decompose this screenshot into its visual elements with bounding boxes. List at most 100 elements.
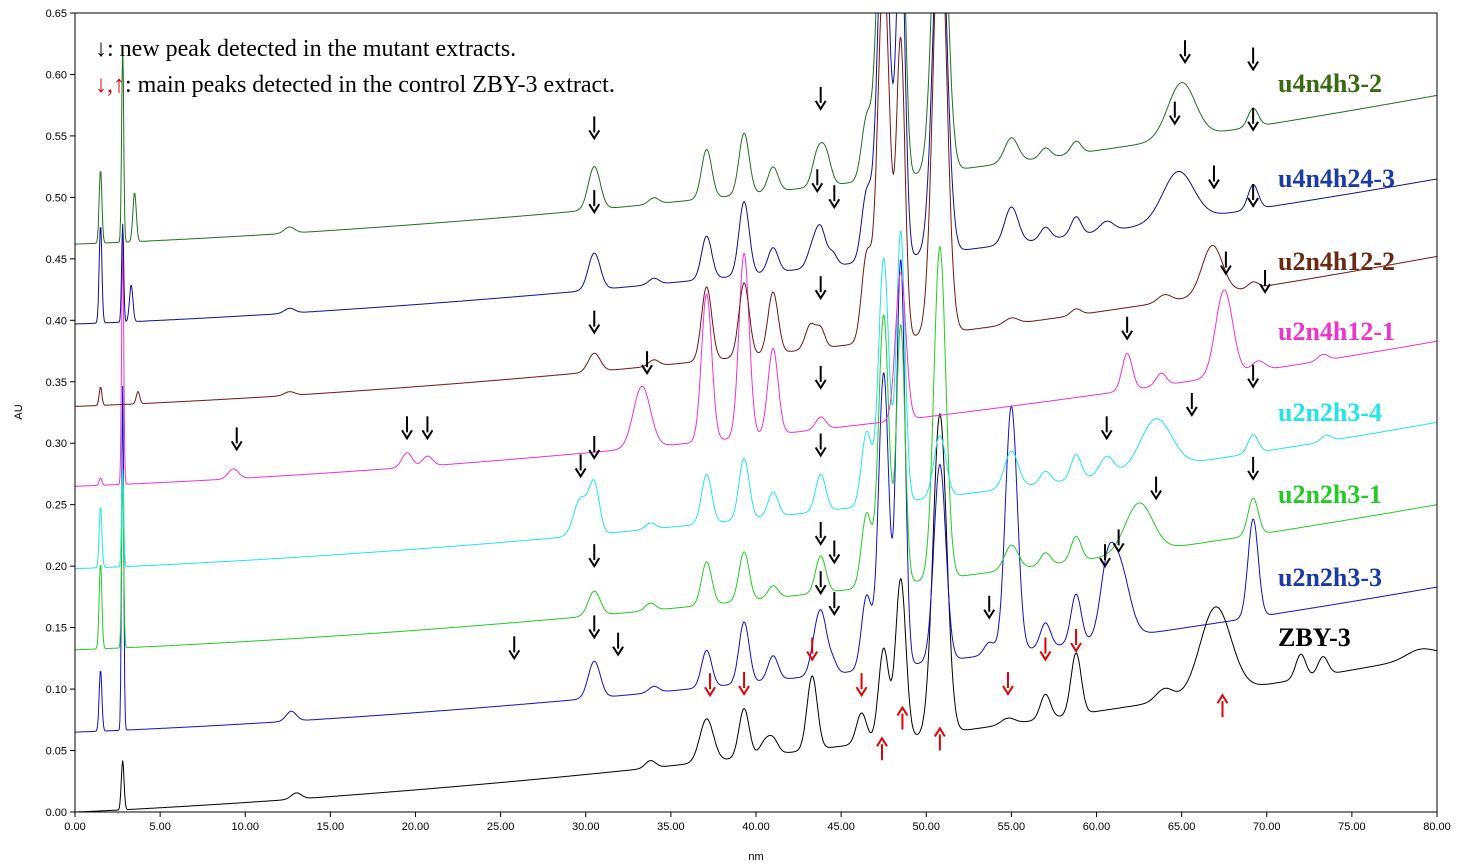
new-peak-arrow <box>1208 165 1220 190</box>
arrows <box>230 40 1271 761</box>
new-peak-arrow <box>828 185 841 210</box>
y-tick-label: 0.45 <box>46 254 67 266</box>
main-peak-arrow-down <box>806 637 819 662</box>
new-peak-arrow <box>811 169 824 194</box>
new-peak-arrow <box>1185 392 1198 417</box>
x-tick-label: 30.00 <box>572 821 600 833</box>
new-peak-arrow <box>588 544 601 569</box>
x-tick-label: 5.00 <box>149 821 170 833</box>
y-tick-label: 0.50 <box>46 192 67 204</box>
trace-label: u2n2h3-3 <box>1278 563 1382 592</box>
new-peak-arrow <box>814 276 827 301</box>
plot-area <box>75 13 1437 812</box>
trace-label: u2n2h3-4 <box>1278 398 1382 427</box>
annotation-line1-text: : new peak detected in the mutant extrac… <box>107 36 516 62</box>
new-peak-arrow <box>1121 316 1133 341</box>
trace-label: u2n4h12-2 <box>1278 247 1395 276</box>
main-peak-arrow-down <box>1070 628 1082 653</box>
trace-line-6 <box>75 13 1437 325</box>
annotation-box: ↓: new peak detected in the mutant extra… <box>95 36 615 98</box>
main-peak-arrow-down <box>1039 637 1052 662</box>
x-tick-label: 20.00 <box>402 821 430 833</box>
x-tick-label: 15.00 <box>317 821 345 833</box>
new-peak-arrow <box>1247 183 1259 208</box>
new-peak-arrow <box>421 416 434 441</box>
y-tick-label: 0.40 <box>46 315 67 327</box>
new-peak-arrow <box>1099 544 1111 569</box>
y-tick-label: 0.60 <box>46 69 67 81</box>
new-peak-arrow <box>1100 416 1113 441</box>
x-tick-label: 45.00 <box>827 821 855 833</box>
main-peak-arrow-up <box>876 736 888 761</box>
new-peak-arrow <box>588 190 601 215</box>
new-peak-arrow <box>1179 40 1191 65</box>
y-tick-label: 0.25 <box>46 500 67 512</box>
x-tick-label: 70.00 <box>1253 821 1281 833</box>
new-peak-arrow <box>814 86 827 111</box>
new-peak-arrow <box>574 454 587 479</box>
y-axis-title: AU <box>13 404 25 419</box>
x-axis: 0.00 5.00 10.00 15.00 20.00 25.00 30.00 35.00 40… <box>64 812 1451 833</box>
trace-line-2 <box>75 245 1437 651</box>
new-peak-arrow <box>1247 456 1259 481</box>
new-peak-arrow <box>1259 270 1271 294</box>
trace-line-3 <box>75 230 1437 570</box>
svg-text:↓: new peak detected in the mu: ↓: new peak detected in the mutant extra… <box>95 36 516 62</box>
main-peak-arrow-down <box>704 673 716 698</box>
new-peak-arrow <box>588 435 601 460</box>
trace-label: u4n4h24-3 <box>1278 164 1395 193</box>
main-peak-arrow-up <box>934 726 946 751</box>
trace-line-1 <box>75 259 1437 733</box>
x-tick-label: 35.00 <box>657 821 685 833</box>
y-tick-label: 0.20 <box>46 561 67 573</box>
plot-frame <box>74 12 1438 813</box>
main-peak-arrow-down <box>738 671 750 696</box>
new-peak-arrow <box>814 365 827 390</box>
new-peak-arrow <box>230 427 243 452</box>
new-peak-arrow <box>1150 476 1162 501</box>
new-peak-arrow <box>588 615 601 640</box>
trace-line-5 <box>75 13 1437 407</box>
new-peak-arrow <box>1112 529 1125 554</box>
new-peak-arrow <box>1247 107 1259 132</box>
y-tick-label: 0.55 <box>46 131 67 143</box>
y-tick-label: 0.35 <box>46 377 67 389</box>
new-peak-arrow <box>1168 101 1181 126</box>
trace-label: u2n2h3-1 <box>1278 480 1382 509</box>
new-peak-arrow <box>401 416 413 441</box>
x-tick-label: 80.00 <box>1423 821 1451 833</box>
new-peak-arrow <box>814 522 827 546</box>
main-peak-arrow-up <box>896 705 909 730</box>
x-axis-title: nm <box>748 851 763 863</box>
x-tick-label: 60.00 <box>1083 821 1111 833</box>
new-peak-arrow <box>828 540 841 565</box>
new-peak-arrow <box>508 636 521 661</box>
new-peak-arrow <box>814 571 827 596</box>
new-peak-arrow <box>588 116 601 141</box>
x-tick-label: 40.00 <box>742 821 770 833</box>
y-tick-label: 0.05 <box>46 746 67 758</box>
x-tick-label: 10.00 <box>231 821 259 833</box>
new-peak-arrow <box>983 595 996 620</box>
main-peak-arrow-down <box>855 673 868 698</box>
y-tick-label: 0.30 <box>46 438 67 450</box>
y-tick-label: 0.65 <box>46 8 67 20</box>
x-tick-label: 65.00 <box>1168 821 1196 833</box>
x-tick-label: 55.00 <box>998 821 1026 833</box>
x-tick-label: 25.00 <box>487 821 515 833</box>
trace-line-4 <box>75 238 1437 487</box>
trace-label: u4n4h3-2 <box>1278 69 1382 98</box>
trace-label: u2n4h12-1 <box>1278 317 1395 346</box>
annotation-line2-symbol: ↓,↑ <box>95 72 125 98</box>
new-peak-arrow <box>612 632 624 657</box>
svg-text:↓,↑: main peaks detected in th: ↓,↑: main peaks detected in the control … <box>95 72 615 98</box>
main-peak-arrow-up <box>1216 693 1229 718</box>
trace-line-7 <box>75 13 1437 245</box>
annotation-line1-symbol: ↓ <box>95 36 107 62</box>
main-peak-arrow-down <box>1002 671 1014 696</box>
new-peak-arrow <box>1247 47 1259 72</box>
y-axis: 0.00 0.05 0.10 0.15 0.20 0.25 0.30 0.35 0.40 0.45… <box>46 8 75 819</box>
new-peak-arrow <box>588 310 601 335</box>
x-tick-label: 75.00 <box>1338 821 1366 833</box>
